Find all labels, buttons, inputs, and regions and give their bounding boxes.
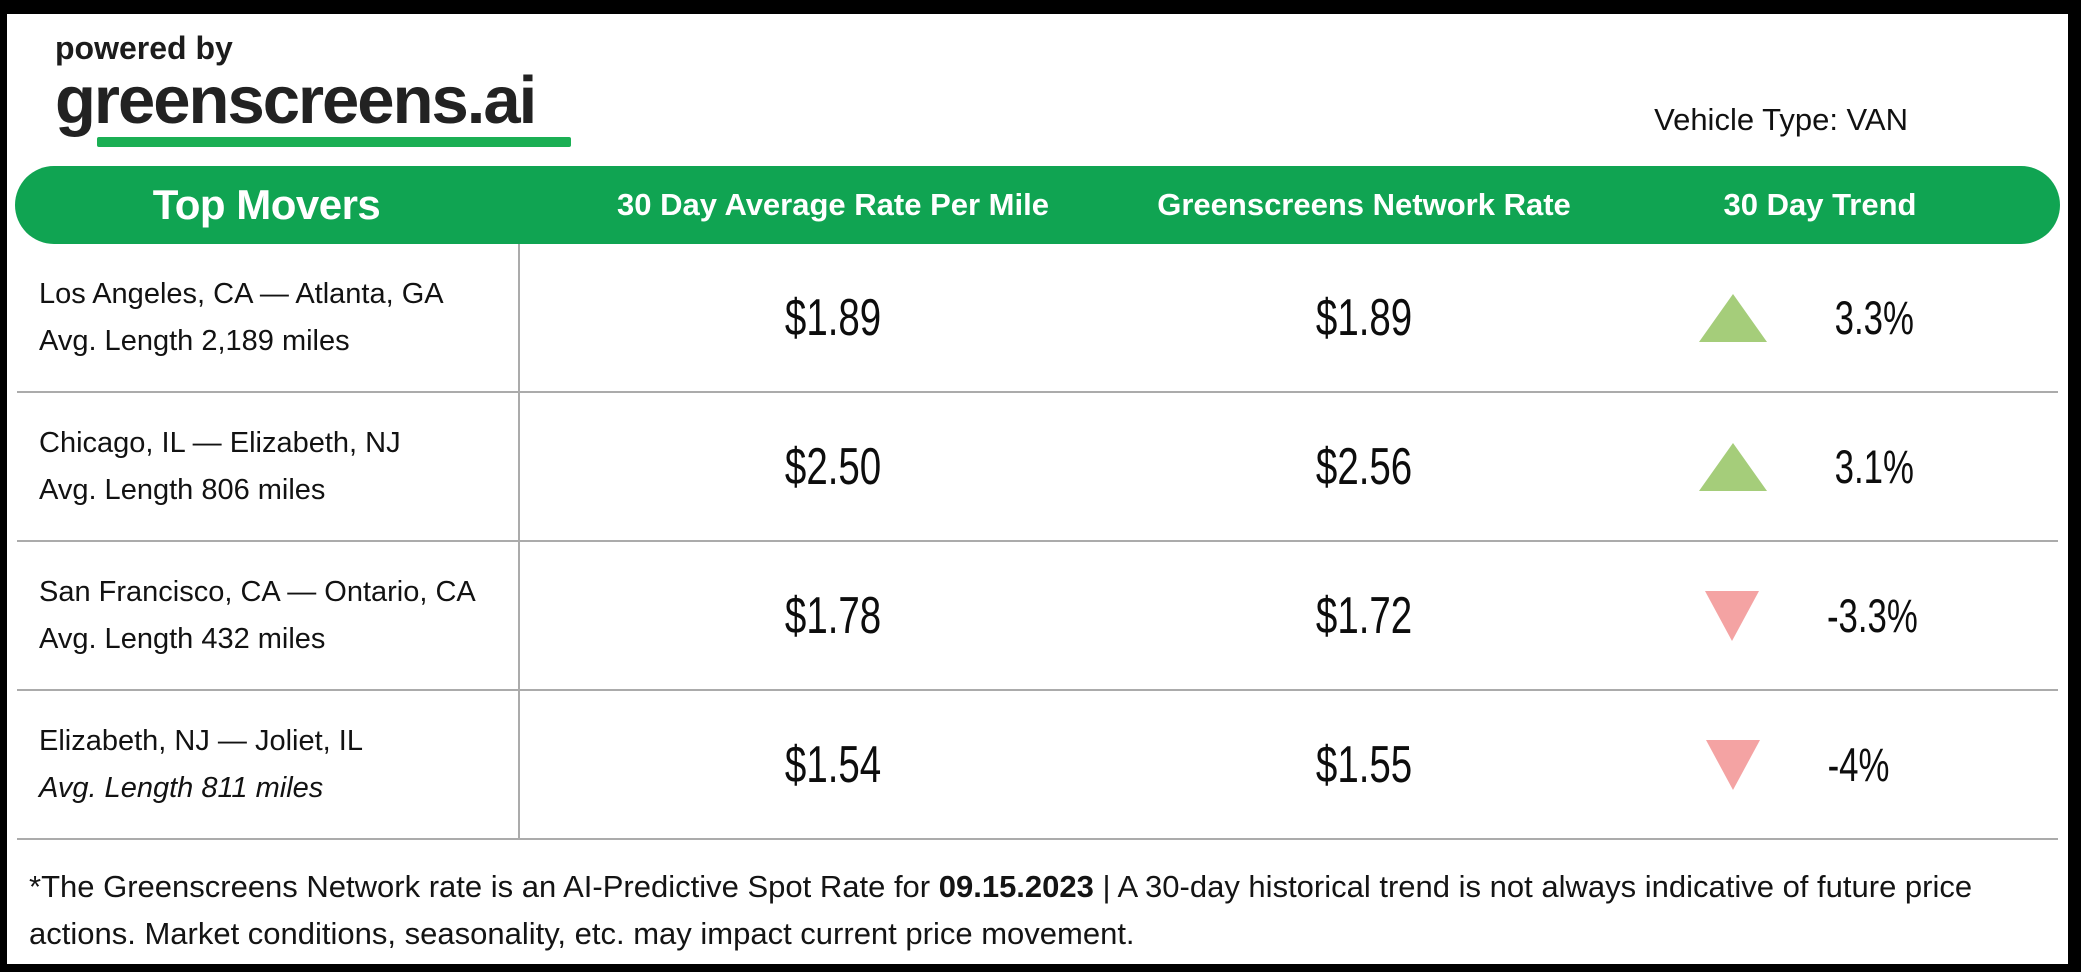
- lane-cell: Los Angeles, CA — Atlanta, GA Avg. Lengt…: [17, 271, 518, 364]
- lane-name: Elizabeth, NJ — Joliet, IL: [39, 725, 363, 758]
- vehicle-type-label: Vehicle Type: VAN: [1654, 102, 1908, 137]
- column-header-network-rate: Greenscreens Network Rate: [1157, 187, 1571, 222]
- trend-percent: 3.1%: [1834, 440, 1914, 493]
- lane-name: Los Angeles, CA — Atlanta, GA: [39, 278, 444, 311]
- avg-rate-value: $1.78: [784, 586, 882, 645]
- network-rate-value: $2.56: [1315, 437, 1413, 496]
- lane-avg-length: Avg. Length 432 miles: [39, 622, 326, 655]
- lane-avg-length: Avg. Length 806 miles: [39, 473, 326, 506]
- trend-down-icon: [1704, 590, 1759, 641]
- trend-down-icon: [1706, 739, 1760, 790]
- avg-rate-value: $1.54: [784, 735, 882, 794]
- avg-rate-cell: $1.89: [518, 288, 1148, 348]
- avg-rate-cell: $2.50: [518, 437, 1148, 497]
- trend-up-icon: [1699, 442, 1767, 491]
- footnote-text-suffix: | A 30-day historical trend is not alway…: [29, 869, 1973, 951]
- disclaimer-footnote: *The Greenscreens Network rate is an AI-…: [29, 864, 2034, 957]
- lane-cell: San Francisco, CA — Ontario, CA Avg. Len…: [17, 569, 518, 662]
- column-divider-line: [518, 244, 520, 840]
- trend-cell: 3.3%: [1580, 290, 2058, 345]
- lane-name: San Francisco, CA — Ontario, CA: [39, 576, 476, 609]
- table-body: Los Angeles, CA — Atlanta, GA Avg. Lengt…: [17, 244, 2058, 840]
- network-rate-cell: $1.72: [1148, 586, 1580, 646]
- avg-rate-cell: $1.54: [518, 735, 1148, 795]
- trend-cell: -4%: [1580, 737, 2058, 792]
- avg-rate-cell: $1.78: [518, 586, 1148, 646]
- lane-cell: Elizabeth, NJ — Joliet, IL Avg. Length 8…: [17, 718, 518, 811]
- table-row: San Francisco, CA — Ontario, CA Avg. Len…: [17, 542, 2058, 691]
- avg-rate-value: $2.50: [784, 437, 882, 496]
- table-row: Los Angeles, CA — Atlanta, GA Avg. Lengt…: [17, 244, 2058, 393]
- column-header-top-movers: Top Movers: [152, 181, 381, 228]
- network-rate-cell: $1.55: [1148, 735, 1580, 795]
- column-header-30day-trend: 30 Day Trend: [1723, 187, 1917, 222]
- trend-cell: -3.3%: [1580, 588, 2058, 643]
- avg-rate-value: $1.89: [784, 288, 882, 347]
- trend-cell: 3.1%: [1580, 439, 2058, 494]
- brand-logo: powered by greenscreens.ai: [55, 30, 571, 148]
- table-row: Elizabeth, NJ — Joliet, IL Avg. Length 8…: [17, 691, 2058, 840]
- lane-avg-length: Avg. Length 2,189 miles: [39, 324, 350, 357]
- top-header-area: powered by greenscreens.ai Vehicle Type:…: [7, 14, 2068, 158]
- network-rate-value: $1.72: [1315, 586, 1413, 645]
- table-header-bar: Top Movers 30 Day Average Rate Per Mile …: [15, 166, 2060, 244]
- column-header-30day-avg-rate: 30 Day Average Rate Per Mile: [617, 187, 1049, 222]
- network-rate-cell: $1.89: [1148, 288, 1580, 348]
- logo-underline-accent: [97, 137, 571, 148]
- network-rate-cell: $2.56: [1148, 437, 1580, 497]
- footnote-text-prefix: *The Greenscreens Network rate is an AI-…: [29, 869, 939, 904]
- lane-name: Chicago, IL — Elizabeth, NJ: [39, 427, 401, 460]
- powered-by-label: powered by: [55, 30, 233, 66]
- trend-percent: -3.3%: [1826, 589, 1918, 642]
- lane-cell: Chicago, IL — Elizabeth, NJ Avg. Length …: [17, 420, 518, 513]
- network-rate-value: $1.55: [1315, 735, 1413, 794]
- footnote-date: 09.15.2023: [938, 869, 1094, 904]
- lane-avg-length: Avg. Length 811 miles: [39, 771, 324, 804]
- trend-percent: -4%: [1827, 738, 1890, 791]
- trend-up-icon: [1699, 293, 1767, 342]
- network-rate-value: $1.89: [1315, 288, 1413, 347]
- table-row: Chicago, IL — Elizabeth, NJ Avg. Length …: [17, 393, 2058, 542]
- trend-percent: 3.3%: [1834, 291, 1914, 344]
- greenscreens-logo-text: greenscreens.ai: [55, 63, 537, 138]
